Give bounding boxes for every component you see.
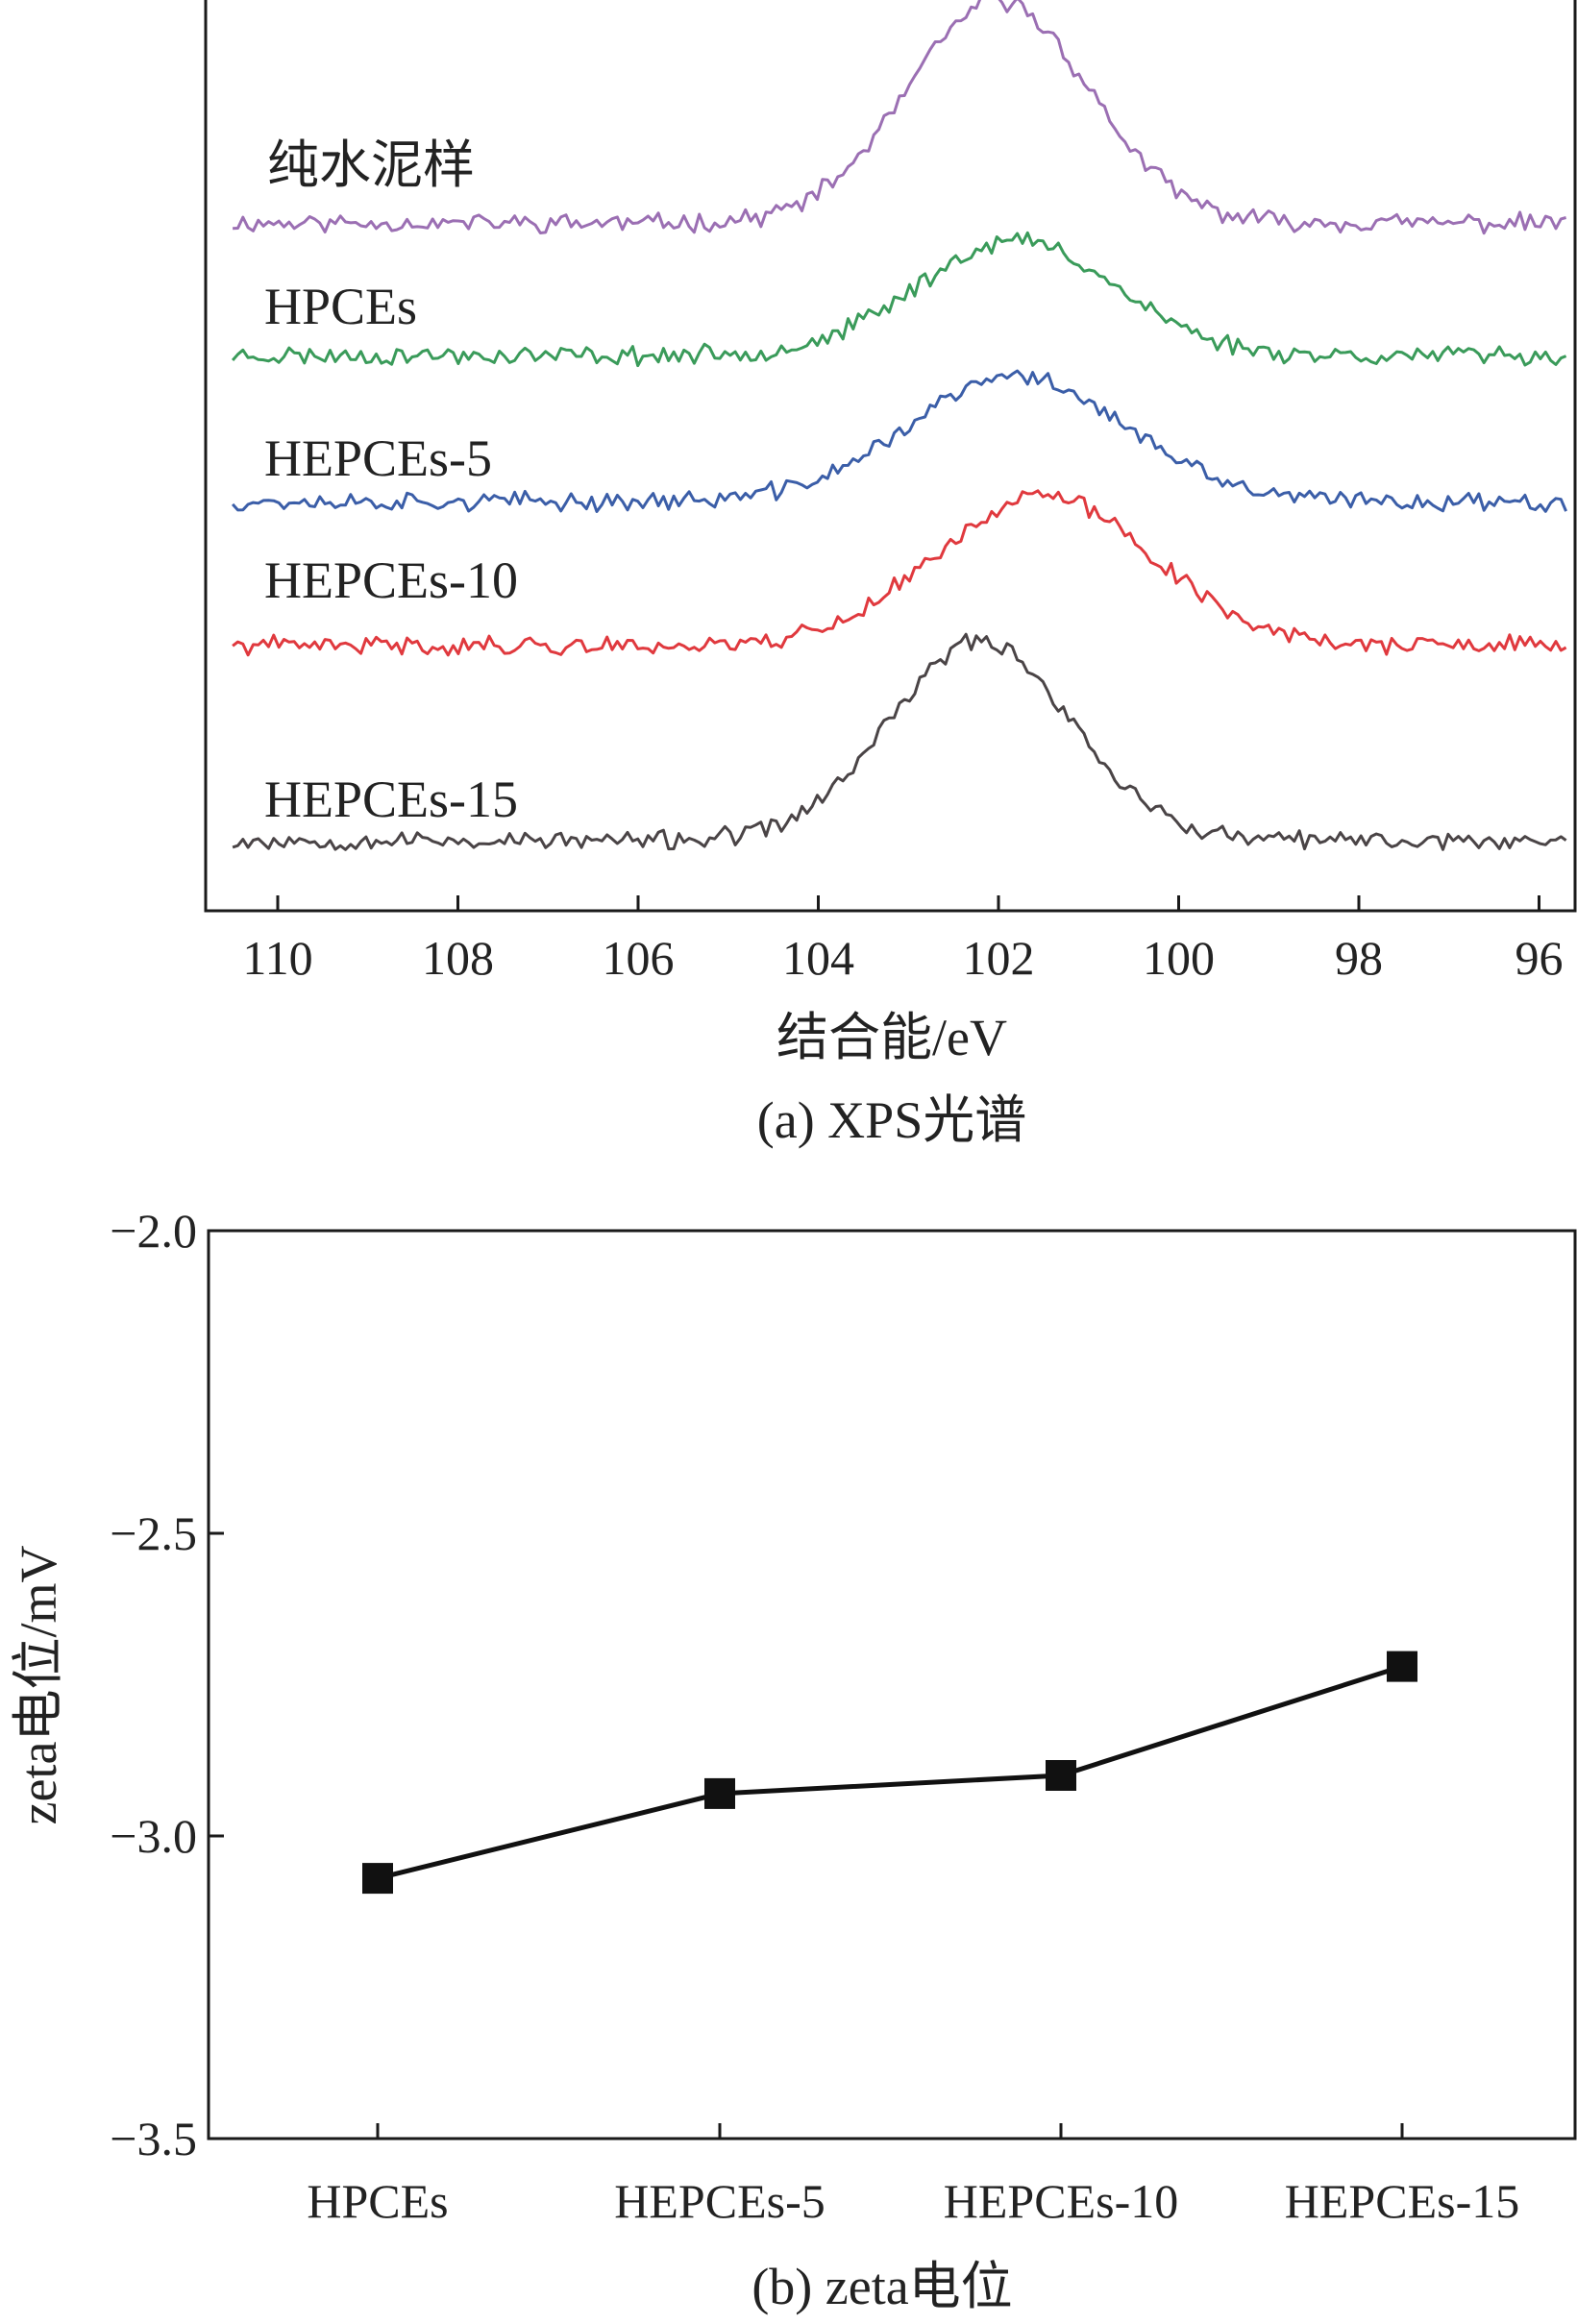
xps-curves [231, 0, 1567, 851]
xps-curve-0 [233, 0, 1566, 235]
zeta-series [362, 1651, 1417, 1895]
zeta-point-marker [1046, 1760, 1076, 1791]
series-label-hpces: HPCEs [264, 278, 417, 335]
xps-x-tick-label: 102 [963, 931, 1035, 985]
zeta-line [377, 1664, 1403, 1881]
xps-x-tick-label: 108 [422, 931, 494, 985]
xps-x-tick-label: 110 [242, 931, 312, 985]
series-label-hepces-5: HEPCEs-5 [264, 429, 492, 487]
zeta-y-tick-label: −3.0 [110, 1809, 197, 1863]
xps-x-tick-label: 104 [782, 931, 854, 985]
zeta-y-tick-label: −2.0 [110, 1204, 197, 1258]
xps-panel: 110 108 106 104 102 100 98 96 纯水泥样 HPCEs HEPCEs… [204, 0, 1577, 1149]
series-label-pure-cement: 纯水泥样 [267, 136, 475, 194]
xps-curve-4 [232, 632, 1567, 851]
xps-x-tick-label: 106 [603, 931, 675, 985]
series-label-hepces-10: HEPCEs-10 [264, 551, 518, 609]
xps-curve-2 [231, 369, 1567, 513]
xps-x-tick-label: 100 [1143, 931, 1215, 985]
series-label-hepces-15: HEPCEs-15 [264, 771, 518, 828]
zeta-x-ticks: HPCEs HEPCEs-5 HEPCEs-10 HEPCEs-15 [307, 2123, 1519, 2228]
xps-curve-3 [232, 489, 1567, 657]
zeta-x-tick-label: HEPCEs-10 [944, 2174, 1178, 2228]
zeta-y-axis-title: zeta电位/mV [10, 1546, 67, 1825]
xps-curve-1 [231, 231, 1567, 368]
zeta-x-tick-label: HEPCEs-5 [614, 2174, 825, 2228]
xps-x-axis-title: 结合能/eV [776, 1009, 1007, 1066]
zeta-point-marker [704, 1777, 735, 1809]
zeta-x-tick-label: HPCEs [307, 2174, 448, 2228]
xps-caption: (a) XPS光谱 [757, 1091, 1027, 1149]
xps-x-tick-label: 96 [1515, 931, 1564, 985]
xps-x-tick-label: 98 [1335, 931, 1383, 985]
zeta-caption: (b) zeta电位 [752, 2258, 1012, 2315]
xps-plot-frame [204, 0, 1577, 913]
zeta-point-marker [362, 1863, 393, 1895]
xps-x-ticks: 110 108 106 104 102 100 98 96 [242, 895, 1564, 985]
zeta-panel: −2.0−2.5−3.0−3.5 HPCEs HEPCEs-5 HEPCEs-10 H… [10, 1204, 1577, 2315]
zeta-y-ticks: −2.0 −2.5 −3.0 −3.5 [110, 1204, 224, 2165]
zeta-point-marker [1387, 1651, 1417, 1682]
zeta-y-tick-label: −2.5 [110, 1506, 197, 1560]
zeta-y-tick-label: −3.5 [110, 2112, 197, 2165]
zeta-plot-frame [207, 1229, 1577, 2141]
zeta-x-tick-label: HEPCEs-15 [1285, 2174, 1519, 2228]
